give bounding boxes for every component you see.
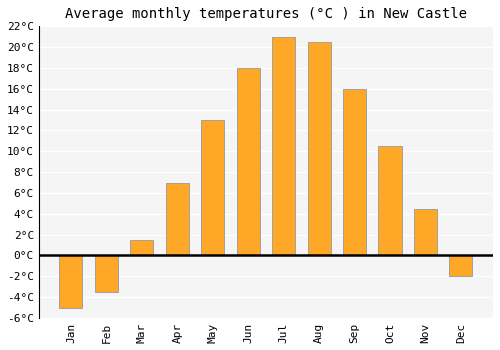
Bar xyxy=(308,42,330,256)
Bar xyxy=(272,37,295,256)
Bar xyxy=(60,256,82,308)
Bar xyxy=(166,183,189,256)
Bar xyxy=(450,256,472,276)
Bar xyxy=(343,89,366,256)
Bar xyxy=(95,256,118,292)
Bar xyxy=(414,209,437,256)
Bar xyxy=(378,146,402,256)
Title: Average monthly temperatures (°C ) in New Castle: Average monthly temperatures (°C ) in Ne… xyxy=(65,7,467,21)
Bar xyxy=(130,240,154,256)
Bar xyxy=(201,120,224,256)
Bar xyxy=(236,68,260,256)
